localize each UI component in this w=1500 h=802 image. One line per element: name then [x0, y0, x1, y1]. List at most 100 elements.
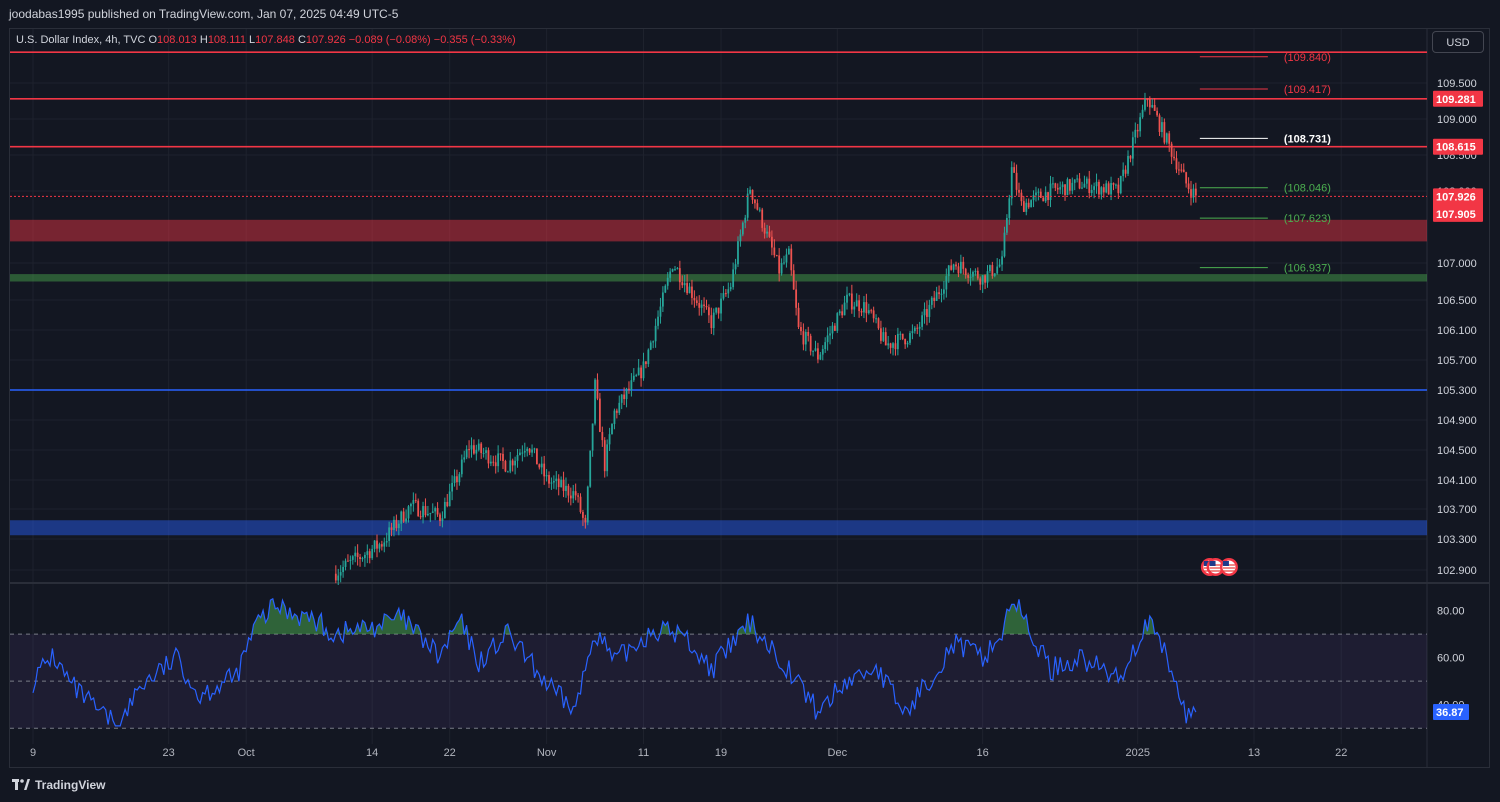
candle-body: [906, 342, 909, 345]
candle-body: [926, 309, 928, 317]
candle-body: [804, 331, 807, 345]
rsi-tick-label: 60.00: [1437, 653, 1465, 665]
candle-body: [952, 264, 955, 270]
chart-canvas[interactable]: 9 23 Oct 14 22 Nov 11 19 Dec 16 2025 13 22 109.500 109…: [0, 0, 1500, 770]
candle-body: [972, 271, 974, 277]
candle-body: [676, 268, 679, 270]
fib-level-label: (109.417): [1284, 84, 1331, 96]
candle-body: [921, 315, 924, 327]
candle-body: [497, 453, 500, 467]
candle-body: [628, 388, 630, 390]
x-tick-label: Nov: [537, 747, 557, 759]
candle-body: [523, 451, 526, 453]
candle-body: [923, 309, 926, 316]
candle-body: [766, 231, 768, 234]
candle-body: [1124, 169, 1127, 174]
candle-body: [1037, 191, 1040, 193]
candle-body: [1044, 192, 1047, 202]
candle-body: [337, 575, 340, 581]
candle-body: [899, 333, 902, 335]
tradingview-logo-icon: [12, 779, 30, 790]
candle-body: [1039, 191, 1042, 198]
currency-button[interactable]: USD: [1432, 31, 1484, 53]
candle-body: [911, 331, 914, 334]
candle-body: [1068, 179, 1071, 191]
candle-body: [475, 449, 478, 454]
candle-body: [1127, 155, 1129, 174]
candle-body: [640, 367, 642, 379]
candle-body: [1110, 183, 1112, 195]
candle-body: [979, 278, 982, 285]
candle-body: [395, 519, 398, 529]
candle-body: [882, 332, 885, 341]
candle-body: [637, 367, 640, 376]
candle-body: [996, 266, 999, 274]
candle-body: [545, 475, 548, 477]
candle-body: [909, 333, 911, 343]
candle-body: [850, 293, 853, 310]
candle-body: [717, 307, 720, 314]
candle-body: [385, 540, 388, 543]
candle-body: [470, 445, 473, 450]
candle-body: [671, 269, 674, 272]
symbol-legend[interactable]: U.S. Dollar Index, 4h, TVC O108.013 H108…: [16, 34, 516, 46]
candle-body: [1032, 195, 1035, 201]
candle-body: [1010, 167, 1013, 199]
candle-body: [446, 501, 449, 507]
candle-body: [790, 248, 793, 271]
candle-body: [654, 325, 657, 342]
y-tick-label: 105.700: [1437, 355, 1477, 367]
candle-body: [543, 463, 546, 477]
candle-body: [855, 300, 858, 307]
candle-body: [814, 348, 817, 351]
candle-body: [1115, 184, 1117, 186]
candle-body: [841, 311, 844, 316]
candle-body: [647, 349, 650, 365]
candle-body: [887, 343, 890, 346]
candle-body: [652, 341, 655, 343]
candle-body: [989, 265, 991, 272]
last-price-label: 107.926: [1436, 191, 1476, 203]
candle-body: [485, 450, 487, 453]
candle-body: [940, 293, 943, 295]
candle-body: [344, 560, 347, 567]
candle-body: [1052, 183, 1054, 185]
candle-body: [601, 431, 604, 441]
candle-body: [492, 461, 495, 463]
candle-body: [664, 285, 667, 293]
candle-body: [509, 460, 512, 472]
candle-body: [901, 333, 904, 340]
candle-body: [521, 452, 524, 454]
candle-body: [1090, 189, 1093, 193]
y-tick-label: 105.300: [1437, 385, 1477, 397]
us-flag-icon[interactable]: [1206, 558, 1225, 576]
candle-body: [574, 491, 577, 496]
flag-canton: [1209, 561, 1216, 566]
candle-body: [916, 327, 919, 329]
candle-body: [838, 311, 841, 314]
x-tick-label: Dec: [828, 747, 848, 759]
candle-body: [456, 476, 458, 483]
candle-body: [732, 269, 735, 288]
candle-body: [487, 450, 490, 464]
fib-level-label: (107.623): [1284, 213, 1331, 225]
candle-body: [712, 312, 715, 329]
candle-body: [1153, 105, 1156, 111]
candle-body: [397, 523, 400, 529]
candle-body: [473, 445, 475, 454]
candle-body: [439, 514, 441, 522]
candle-body: [976, 270, 979, 279]
x-tick-label: 16: [977, 747, 989, 759]
tradingview-logo[interactable]: TradingView: [12, 778, 105, 792]
candle-body: [1129, 155, 1132, 159]
candle-body: [708, 307, 710, 316]
x-tick-label: 9: [30, 747, 36, 759]
candle-body: [526, 448, 529, 452]
candle-body: [947, 265, 950, 277]
candle-body: [468, 449, 470, 451]
candle-body: [1093, 186, 1096, 190]
candle-body: [572, 491, 575, 499]
fib-level-label: (106.937): [1284, 263, 1331, 275]
us-flag-icon[interactable]: [1219, 558, 1238, 576]
candle-body: [613, 410, 616, 425]
